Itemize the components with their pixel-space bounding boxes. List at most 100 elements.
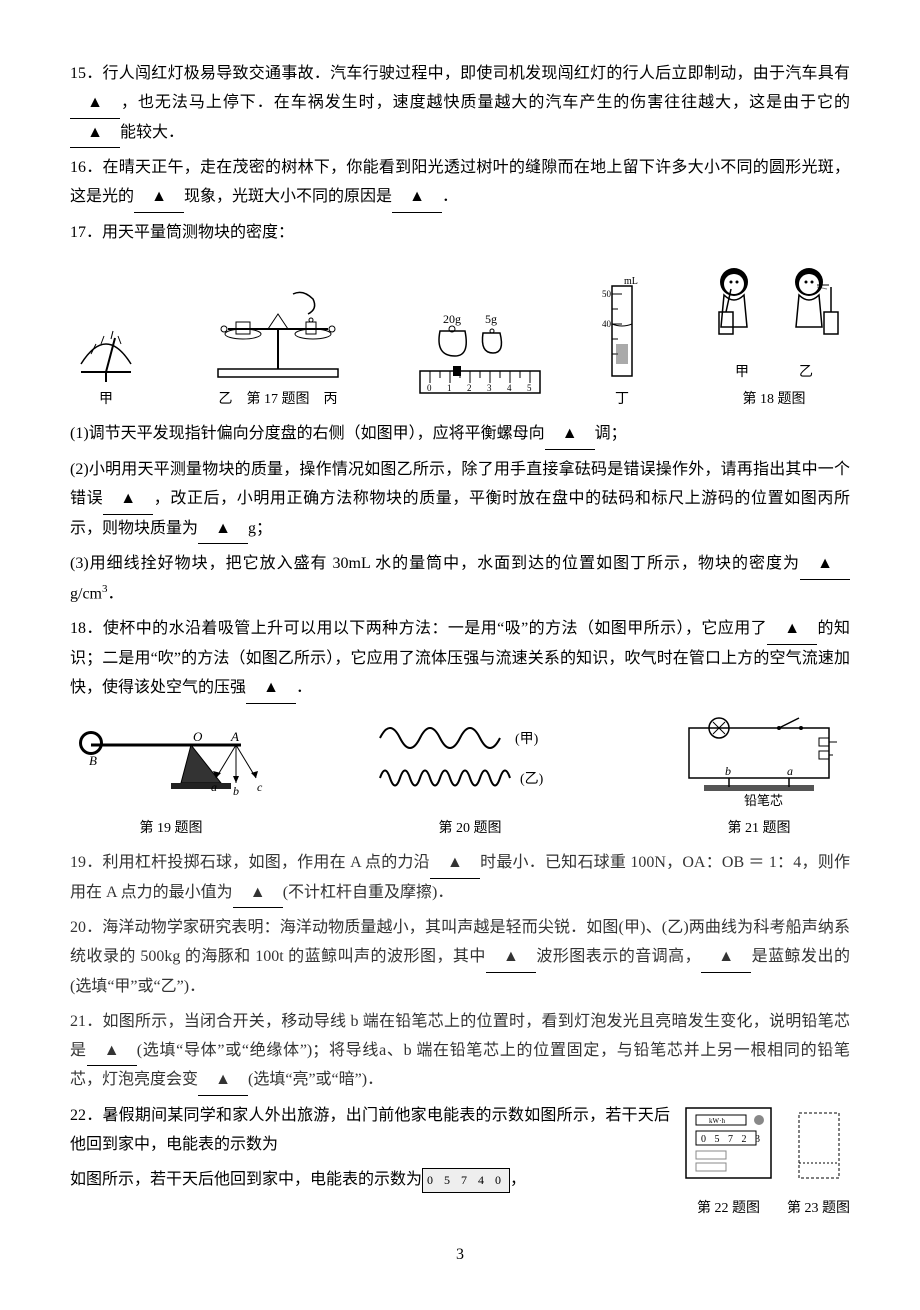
blank [246, 674, 296, 704]
blank [701, 943, 751, 973]
q17-3a: (3)用细线拴好物块，把它放入盛有 30mL 水的量筒中，水面到达的位置如图丁所… [70, 555, 800, 572]
caption-yi: 乙 [219, 392, 233, 407]
svg-text:0: 0 [427, 383, 432, 393]
caption-ding: 丁 [615, 387, 629, 412]
figure-17-ding: mL 50 40 丁 [601, 273, 643, 412]
q17-num: 17． [70, 224, 102, 241]
question-19: 19．利用杠杆投掷石球，如图，作用在 A 点的力沿时最小．已知石球重 100N，… [70, 849, 850, 909]
question-16: 16．在晴天正午，走在茂密的树林下，你能看到阳光透过树叶的缝隙而在地上留下许多大… [70, 154, 850, 213]
wave-jia-label: (甲) [515, 732, 539, 747]
svg-text:A: A [230, 729, 239, 744]
caption-22: 第 22 题图 [697, 1196, 760, 1221]
caption-20: 第 20 题图 [439, 816, 502, 841]
cylinder-icon: mL 50 40 [601, 273, 643, 385]
blank [70, 119, 120, 149]
question-17-2: (2)小明用天平测量物块的质量，操作情况如图乙所示，除了用手直接拿砝码是错误操作… [70, 456, 850, 544]
figure-23-icon [790, 1102, 847, 1194]
caption-jia: 甲 [99, 387, 113, 412]
question-17-title: 17．用天平量筒测物块的密度： [70, 219, 850, 248]
meter-reading-box: 0 5 7 4 0 [422, 1168, 510, 1194]
balance-icon [197, 283, 359, 385]
blank [198, 515, 248, 545]
figure-20: (甲) (乙) 第 20 题图 [369, 712, 571, 841]
q15-a: 行人闯红灯极易导致交通事故．汽车行驶过程中，即使司机发现闯红灯的行人后立即制动，… [103, 65, 850, 82]
question-17-1: (1)调节天平发现指针偏向分度盘的右侧（如图甲），应将平衡螺母向 调； [70, 420, 850, 450]
meter-icon: kW·h 0 5 7 2 3 [680, 1102, 777, 1194]
q15-b: ，也无法马上停下．在车祸发生时，速度越快质量越大的汽车产生的伤害往往越大，这是由… [120, 94, 850, 111]
blank [233, 879, 283, 909]
dial-icon [70, 293, 142, 385]
blank [545, 420, 595, 450]
q17-1b: 调； [595, 425, 627, 442]
q17-3c: ． [108, 585, 124, 602]
q20-b: 波形图表示的音调高， [536, 948, 701, 965]
figure-23: 第 23 题图 [787, 1102, 850, 1221]
q22-num: 22． [70, 1107, 102, 1124]
figure-row-17-18: 甲 乙 第 17 题图 丙 20g 5g [70, 256, 850, 412]
caption-18-jia: 甲 [735, 360, 749, 385]
svg-text:3: 3 [487, 383, 492, 393]
svg-text:a: a [787, 764, 793, 778]
weight-5g-label: 5g [485, 312, 497, 326]
svg-text:5: 5 [527, 383, 532, 393]
caption-19: 第 19 题图 [140, 816, 203, 841]
q21-b: (选填“导体”或“绝缘体”)；将导线a、b 端在铅笔芯上的位置固定，与铅笔芯并上… [70, 1042, 850, 1089]
caption-17: 第 17 题图 [247, 392, 310, 407]
blank [767, 615, 817, 645]
circuit-icon: b a 铅笔芯 [668, 712, 850, 814]
svg-text:2: 2 [467, 383, 472, 393]
waves-icon: (甲) (乙) [369, 712, 571, 814]
figure-17-yi: 乙 第 17 题图 丙 [197, 283, 359, 412]
svg-text:0 5 7 2 3: 0 5 7 2 3 [701, 1134, 763, 1145]
q17-1a: (1)调节天平发现指针偏向分度盘的右侧（如图甲），应将平衡螺母向 [70, 425, 545, 442]
q19-num: 19． [70, 854, 102, 871]
figure-row-19-21: B O A a b c 第 19 题图 (甲) (乙) 第 20 题图 [70, 712, 850, 841]
q16-num: 16． [70, 159, 103, 176]
q17-3b: g/cm [70, 585, 102, 602]
drinking-kids-icon [698, 256, 850, 358]
q19-c: (不计杠杆自重及摩擦)． [283, 884, 454, 901]
blank [800, 550, 850, 580]
caption-23: 第 23 题图 [787, 1196, 850, 1221]
q15-c: 能较大． [120, 124, 184, 141]
weight-20g-label: 20g [443, 312, 461, 326]
q17-title: 用天平量筒测物块的密度： [102, 224, 294, 241]
q22-b: ， [510, 1171, 526, 1188]
question-21: 21．如图所示，当闭合开关，移动导线 b 端在铅笔芯上的位置时，看到灯泡发光且亮… [70, 1008, 850, 1096]
page-number: 3 [70, 1241, 850, 1270]
svg-text:b: b [233, 784, 239, 798]
lever-icon: B O A a b c [70, 712, 272, 814]
q18-c: ． [296, 679, 312, 696]
svg-text:c: c [257, 780, 263, 794]
figure-21: b a 铅笔芯 第 21 题图 [668, 712, 850, 841]
q21-num: 21． [70, 1013, 103, 1030]
q16-c: ． [442, 188, 458, 205]
svg-text:kW·h: kW·h [709, 1117, 725, 1125]
caption-bing: 丙 [324, 392, 338, 407]
blank [198, 1066, 248, 1096]
q17-2c: g； [248, 520, 272, 537]
figure-17-jia: 甲 [70, 293, 142, 412]
blank [486, 943, 536, 973]
q21-c: (选填“亮”或“暗”)． [248, 1071, 383, 1088]
question-18: 18．使杯中的水沿着吸管上升可以用以下两种方法：一是用“吸”的方法（如图甲所示）… [70, 615, 850, 703]
q20-num: 20． [70, 919, 102, 936]
caption-21: 第 21 题图 [728, 816, 791, 841]
q17-2b: ，改正后，小明用正确方法称物块的质量，平衡时放在盘中的砝码和标尺上游码的位置如图… [70, 490, 850, 537]
q19-a: 利用杠杆投掷石球，如图，作用在 A 点的力沿 [102, 854, 429, 871]
blank [430, 849, 480, 879]
blank [103, 485, 153, 515]
figure-22: kW·h 0 5 7 2 3 第 22 题图 [680, 1102, 777, 1221]
caption-18-yi: 乙 [799, 360, 813, 385]
question-15: 15．行人闯红灯极易导致交通事故．汽车行驶过程中，即使司机发现闯红灯的行人后立即… [70, 60, 850, 148]
q22-a: 暑假期间某同学和家人外出旅游，出门前他家电能表的示数如图所示，若干天后他回到家中… [70, 1107, 670, 1153]
q18-num: 18． [70, 620, 103, 637]
svg-text:40: 40 [602, 319, 612, 329]
figure-18: 甲 乙 第 18 题图 [698, 256, 850, 412]
blank [87, 1037, 137, 1067]
svg-text:B: B [89, 753, 97, 768]
figure-19: B O A a b c 第 19 题图 [70, 712, 272, 841]
weights-ruler-icon: 20g 5g 01 23 45 [414, 310, 546, 412]
svg-text:1: 1 [447, 383, 452, 393]
question-20: 20．海洋动物学家研究表明：海洋动物质量越小，其叫声越是轻而尖锐．如图(甲)、(… [70, 914, 850, 1001]
